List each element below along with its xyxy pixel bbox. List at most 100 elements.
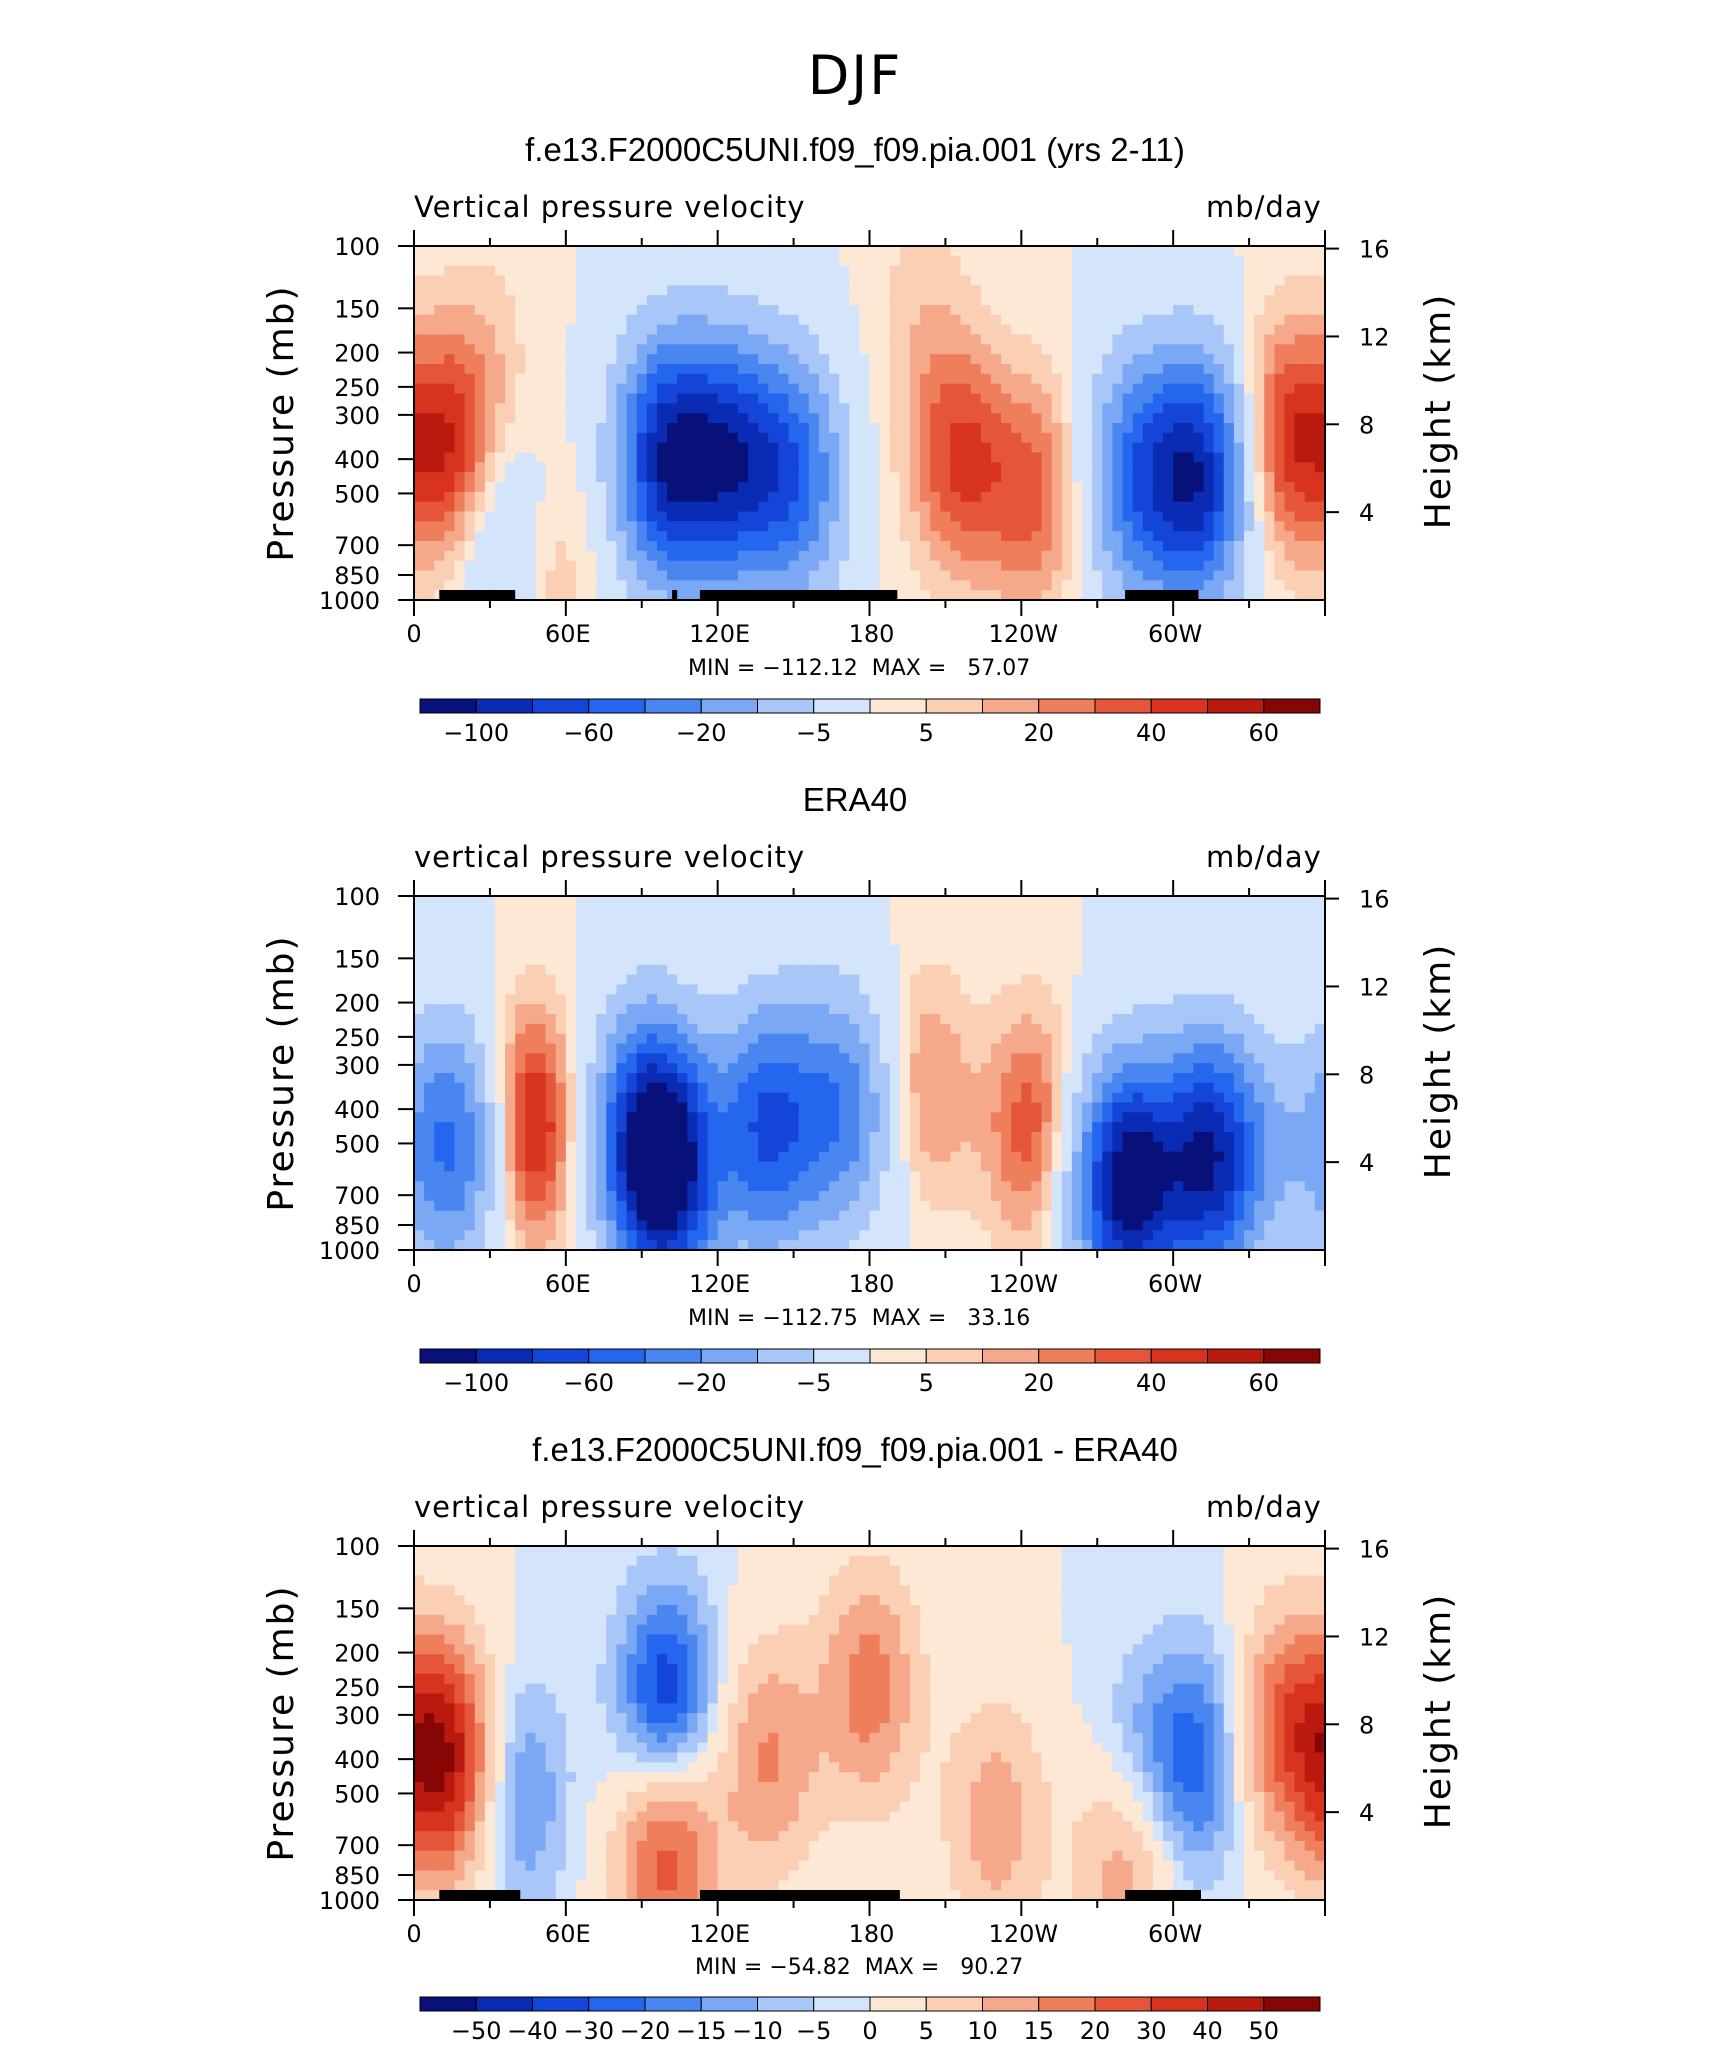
heatmap-cell (525, 462, 536, 472)
heatmap-cell (556, 266, 567, 276)
heatmap-cell (1143, 413, 1154, 423)
heatmap-cell (647, 1142, 658, 1152)
heatmap-cell (525, 541, 536, 551)
heatmap-cell (880, 285, 891, 295)
heatmap-cell (1173, 325, 1184, 335)
heatmap-cell (1021, 325, 1032, 335)
heatmap-cell (546, 1083, 557, 1093)
heatmap-cell (1062, 492, 1073, 502)
heatmap-cell (576, 453, 587, 463)
heatmap-cell (677, 975, 688, 985)
heatmap-cell (637, 1171, 648, 1181)
heatmap-cell (485, 384, 496, 394)
heatmap-cell (535, 403, 546, 413)
heatmap-cell (789, 926, 800, 936)
heatmap-cell (778, 1053, 789, 1063)
heatmap-cell (728, 325, 739, 335)
heatmap-cell (738, 896, 749, 906)
heatmap-cell (454, 541, 465, 551)
heatmap-cell (789, 453, 800, 463)
heatmap-cell (1214, 295, 1225, 305)
heatmap-cell (687, 413, 698, 423)
heatmap-cell (1042, 364, 1053, 374)
heatmap-cell (647, 315, 658, 325)
heatmap-cell (637, 1014, 648, 1024)
heatmap-cell (930, 512, 941, 522)
heatmap-cell (596, 384, 607, 394)
heatmap-cell (758, 1201, 769, 1211)
heatmap-cell (1082, 423, 1093, 433)
heatmap-cell (687, 325, 698, 335)
heatmap-cell (485, 1221, 496, 1231)
heatmap-cell (434, 926, 445, 936)
heatmap-cell (687, 561, 698, 571)
heatmap-cell (870, 1162, 881, 1172)
heatmap-cell (525, 1103, 536, 1113)
heatmap-cell (1305, 492, 1316, 502)
heatmap-cell (1082, 315, 1093, 325)
heatmap-cell (647, 1221, 658, 1231)
heatmap-cell (738, 1083, 749, 1093)
heatmap-cell (616, 492, 627, 502)
heatmap-cell (566, 994, 577, 1004)
heatmap-cell (566, 965, 577, 975)
heatmap-cell (1163, 541, 1174, 551)
heatmap-cell (586, 1162, 597, 1172)
heatmap-cell (1062, 502, 1073, 512)
heatmap-cell (849, 266, 860, 276)
heatmap-cell (697, 571, 708, 581)
heatmap-cell (1031, 521, 1042, 531)
heatmap-cell (515, 1103, 526, 1113)
heatmap-cell (870, 1211, 881, 1221)
heatmap-cell (566, 926, 577, 936)
heatmap-cell (1062, 413, 1073, 423)
heatmap-cell (1011, 433, 1022, 443)
heatmap-cell (839, 1122, 850, 1132)
heatmap-cell (981, 502, 992, 512)
heatmap-cell (778, 462, 789, 472)
heatmap-cell (1072, 384, 1083, 394)
heatmap-cell (789, 896, 800, 906)
heatmap-cell (657, 1063, 668, 1073)
heatmap-cell (637, 1073, 648, 1083)
heatmap-cell (1285, 354, 1296, 364)
heatmap-cell (718, 335, 729, 345)
heatmap-cell (758, 1083, 769, 1093)
heatmap-cell (799, 413, 810, 423)
heatmap-cell (424, 1083, 435, 1093)
heatmap-cell (485, 1024, 496, 1034)
heatmap-cell (687, 295, 698, 305)
heatmap-cell (718, 896, 729, 906)
heatmap-cell (465, 1103, 476, 1113)
heatmap-cell (566, 453, 577, 463)
heatmap-cell (890, 512, 901, 522)
heatmap-cell (859, 1024, 870, 1034)
heatmap-cell (525, 561, 536, 571)
heatmap-cell (738, 453, 749, 463)
heatmap-cell (1011, 285, 1022, 295)
heatmap-cell (697, 916, 708, 926)
heatmap-cell (1062, 246, 1073, 256)
heatmap-cell (465, 246, 476, 256)
heatmap-cell (546, 394, 557, 404)
heatmap-cell (738, 512, 749, 522)
heatmap-cell (596, 916, 607, 926)
heatmap-cell (1214, 521, 1225, 531)
heatmap-cell (1224, 384, 1235, 394)
heatmap-cell (485, 531, 496, 541)
heatmap-cell (1305, 531, 1316, 541)
heatmap-cell (718, 276, 729, 286)
heatmap-cell (556, 1103, 567, 1113)
heatmap-cell (880, 462, 891, 472)
heatmap-cell (687, 423, 698, 433)
heatmap-cell (586, 571, 597, 581)
heatmap-cell (910, 541, 921, 551)
heatmap-cell (667, 1211, 678, 1221)
heatmap-cell (515, 955, 526, 965)
heatmap-cell (940, 502, 951, 512)
heatmap-cell (708, 1103, 719, 1113)
heatmap-cell (1153, 433, 1164, 443)
heatmap-cell (870, 531, 881, 541)
heatmap-cell (809, 580, 820, 590)
heatmap-cell (1153, 335, 1164, 345)
